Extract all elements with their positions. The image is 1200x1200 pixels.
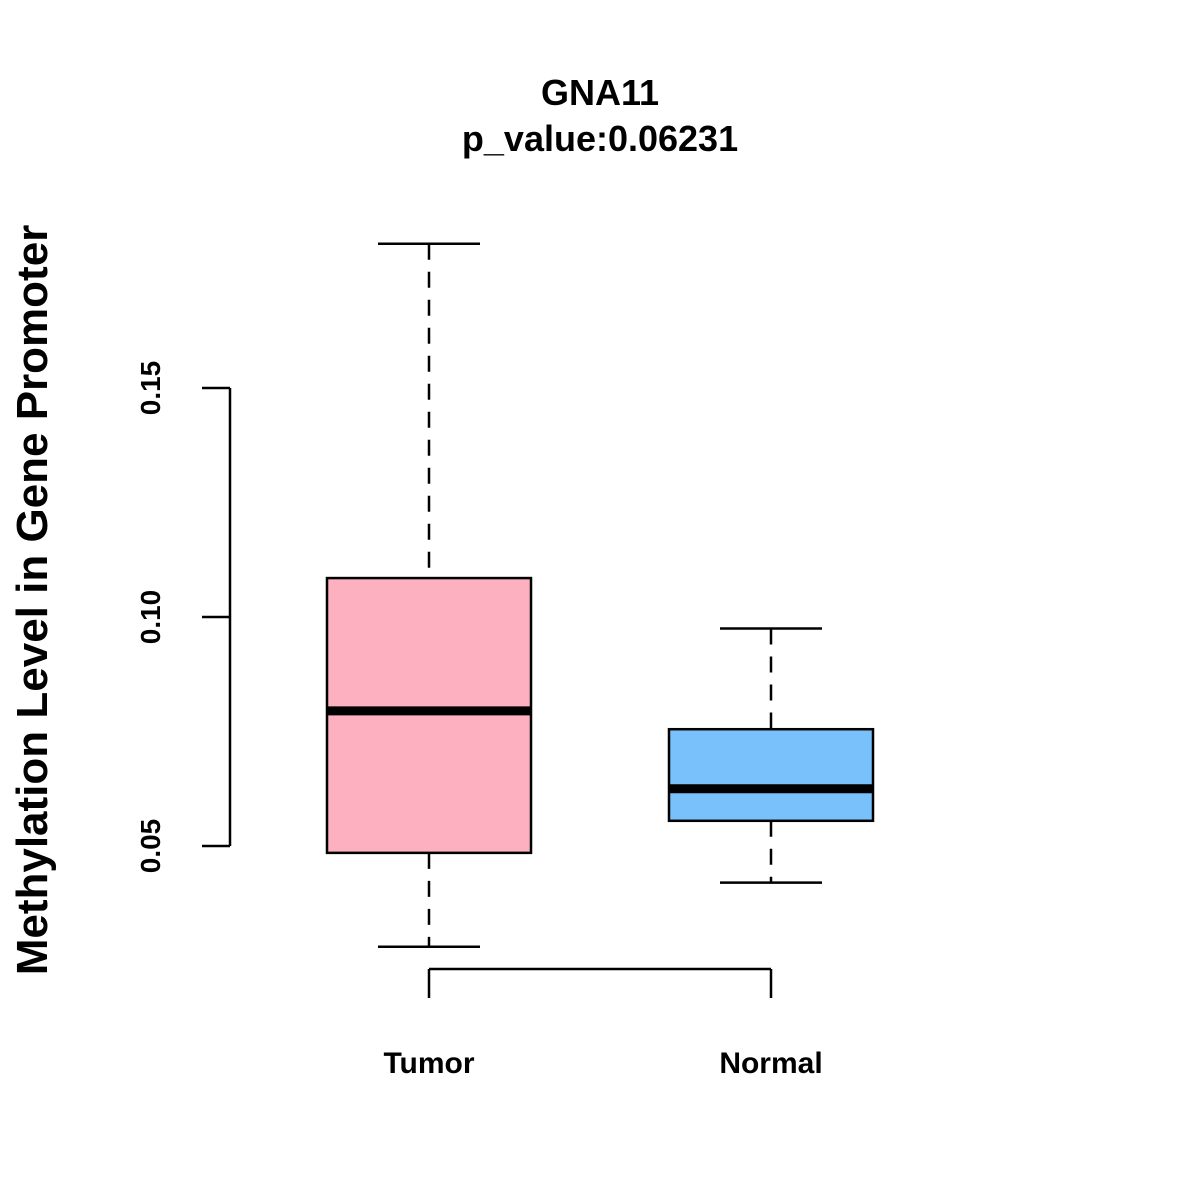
y-tick-label: 0.10 bbox=[135, 590, 166, 645]
iqr-box bbox=[325, 576, 533, 855]
x-tick-label: Tumor bbox=[383, 1047, 474, 1080]
y-axis-label: Methylation Level in Gene Promoter bbox=[8, 225, 57, 976]
chart-subtitle: p_value:0.06231 bbox=[462, 118, 738, 159]
box-normal bbox=[667, 627, 875, 884]
y-axis: 0.05 0.10 0.15 bbox=[135, 361, 232, 874]
x-axis: Tumor Normal bbox=[383, 967, 823, 1080]
x-tick-label: Normal bbox=[719, 1047, 822, 1080]
iqr-box bbox=[667, 727, 875, 823]
y-tick-label: 0.15 bbox=[135, 361, 166, 416]
box-tumor bbox=[325, 242, 533, 949]
boxes bbox=[325, 242, 875, 949]
chart-title: GNA11 bbox=[541, 72, 659, 113]
y-tick-label: 0.05 bbox=[135, 819, 166, 874]
